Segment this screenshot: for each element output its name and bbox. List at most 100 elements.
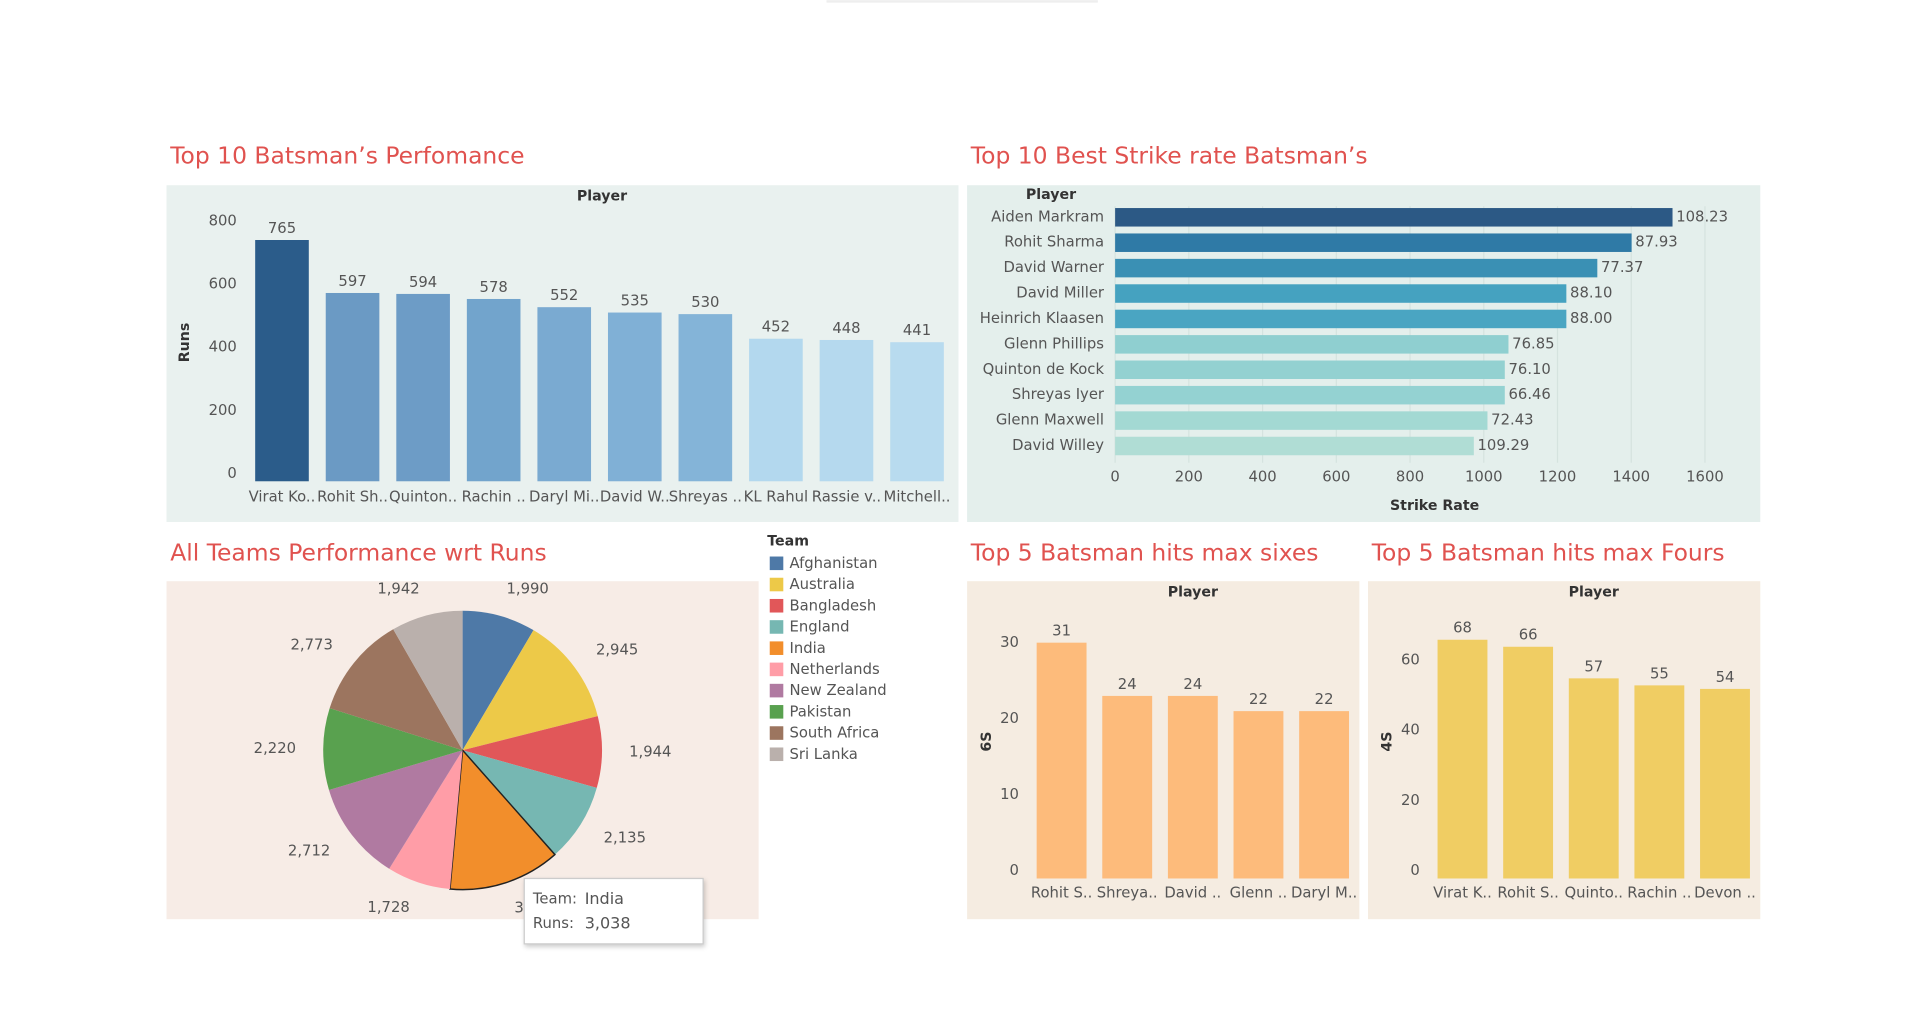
x-tick-label: 1000 <box>1465 469 1503 486</box>
x-tick-label: 0 <box>1110 469 1119 486</box>
bar <box>1102 695 1153 879</box>
bar <box>1115 233 1632 252</box>
x-tick-label: KL Rahul <box>744 488 809 505</box>
x-axis-title: Strike Rate <box>1390 498 1479 514</box>
panel <box>1368 581 1761 920</box>
x-tick-label: Shreya.. <box>1097 884 1158 901</box>
legend-swatch <box>769 556 784 571</box>
y-axis-title: Runs <box>177 323 193 363</box>
bar <box>255 240 309 482</box>
bar <box>1036 642 1087 879</box>
chart-title: Top 10 Best Strike rate Batsman’s <box>970 141 1368 169</box>
y-tick-label: 30 <box>1000 634 1019 651</box>
bar-label: 72.43 <box>1491 412 1533 429</box>
x-tick-label: 400 <box>1248 469 1276 486</box>
value-label: 594 <box>409 274 437 291</box>
legend-swatch <box>769 747 784 762</box>
pie-slice <box>462 750 597 855</box>
tooltip <box>523 877 704 945</box>
bar-label: 76.10 <box>1508 361 1550 378</box>
legend-swatch <box>769 705 784 719</box>
y-tick-label: Heinrich Klaasen <box>980 310 1104 327</box>
value-label: 1,728 <box>367 899 409 916</box>
y-tick-label: 10 <box>1000 786 1019 803</box>
value-label: 24 <box>1183 676 1202 693</box>
pie-slice <box>393 610 463 751</box>
value-label: 22 <box>1249 691 1268 708</box>
value-label: 1,942 <box>377 580 419 597</box>
panel <box>967 581 1360 920</box>
value-label: 55 <box>1650 665 1669 682</box>
y-tick-label: 0 <box>1009 862 1018 879</box>
legend-label: New Zealand <box>789 682 886 699</box>
value-label: 2,220 <box>254 740 296 757</box>
y-tick-label: David Willey <box>1012 437 1104 454</box>
y-tick-label: 200 <box>209 402 237 419</box>
value-label: 57 <box>1584 658 1603 675</box>
bar <box>1700 688 1750 879</box>
chart-title: All Teams Performance wrt Runs <box>170 539 546 567</box>
tooltip-value: 3,038 <box>585 914 631 933</box>
chart-title: Top 10 Batsman’s Perfomance <box>169 141 524 169</box>
x-tick-label: Daryl Mi.. <box>529 488 599 505</box>
x-tick-label: Mitchell.. <box>884 488 951 505</box>
value-label: 597 <box>338 273 366 290</box>
x-tick-label: 800 <box>1396 469 1424 486</box>
legend-label: Netherlands <box>789 661 879 678</box>
bar <box>819 339 874 482</box>
legend-title: Team <box>767 534 809 550</box>
pie-slice <box>329 629 463 751</box>
bar <box>1115 411 1488 430</box>
x-tick-label: 1200 <box>1539 469 1577 486</box>
x-tick-label: Virat K.. <box>1433 884 1492 901</box>
y-tick-label: 400 <box>209 339 237 356</box>
value-label: 2,945 <box>596 641 638 658</box>
header: Player <box>1168 584 1218 600</box>
value-label: 2,135 <box>604 830 646 847</box>
bar <box>1437 639 1488 879</box>
y-tick-label: 40 <box>1401 722 1420 739</box>
bar-label: 109.29 <box>1478 437 1530 454</box>
x-tick-label: Quinton.. <box>389 488 457 505</box>
y-axis-title: 4S <box>1380 732 1396 752</box>
bar <box>1115 284 1567 303</box>
x-tick-label: Rassie v.. <box>812 488 881 505</box>
value-label: 441 <box>903 322 931 339</box>
bar <box>537 307 592 482</box>
legend-label: Afghanistan <box>789 555 877 572</box>
bar <box>325 292 380 482</box>
y-tick-label: Glenn Maxwell <box>996 412 1104 429</box>
x-tick-label: David .. <box>1164 884 1221 901</box>
value-label: 452 <box>762 319 790 336</box>
value-label: 66 <box>1519 627 1538 644</box>
x-tick-label: Daryl M.. <box>1291 884 1357 901</box>
bar <box>1115 436 1474 456</box>
x-tick-label: Rohit Sh.. <box>317 488 388 505</box>
bar-label: 66.46 <box>1508 386 1550 403</box>
chart-title: Top 5 Batsman hits max Fours <box>1371 539 1725 567</box>
x-tick-label: Rohit S.. <box>1031 884 1092 901</box>
legend-swatch <box>769 641 784 655</box>
bar <box>1115 258 1598 278</box>
bar-label: 108.23 <box>1676 208 1728 225</box>
x-tick-label: Quinto.. <box>1564 884 1623 901</box>
value-label: 2,712 <box>288 842 330 859</box>
value-label: 68 <box>1453 620 1472 637</box>
bar <box>466 298 521 482</box>
value-label: 535 <box>621 292 649 309</box>
value-label: 31 <box>1052 623 1071 640</box>
y-tick-label: David Miller <box>1016 285 1105 302</box>
bar <box>1115 385 1505 405</box>
bar-label: 88.10 <box>1570 285 1612 302</box>
bar <box>396 293 450 482</box>
legend-label: Sri Lanka <box>789 746 857 763</box>
y-tick-label: Rohit Sharma <box>1004 234 1104 251</box>
value-label: 1,944 <box>629 743 671 760</box>
bar-label: 87.93 <box>1635 234 1677 251</box>
x-tick-label: Glenn .. <box>1230 884 1288 901</box>
bar <box>1115 360 1505 380</box>
header: Player <box>1026 187 1076 203</box>
y-tick-label: 20 <box>1401 792 1420 809</box>
x-tick-label: David W.. <box>600 488 670 505</box>
